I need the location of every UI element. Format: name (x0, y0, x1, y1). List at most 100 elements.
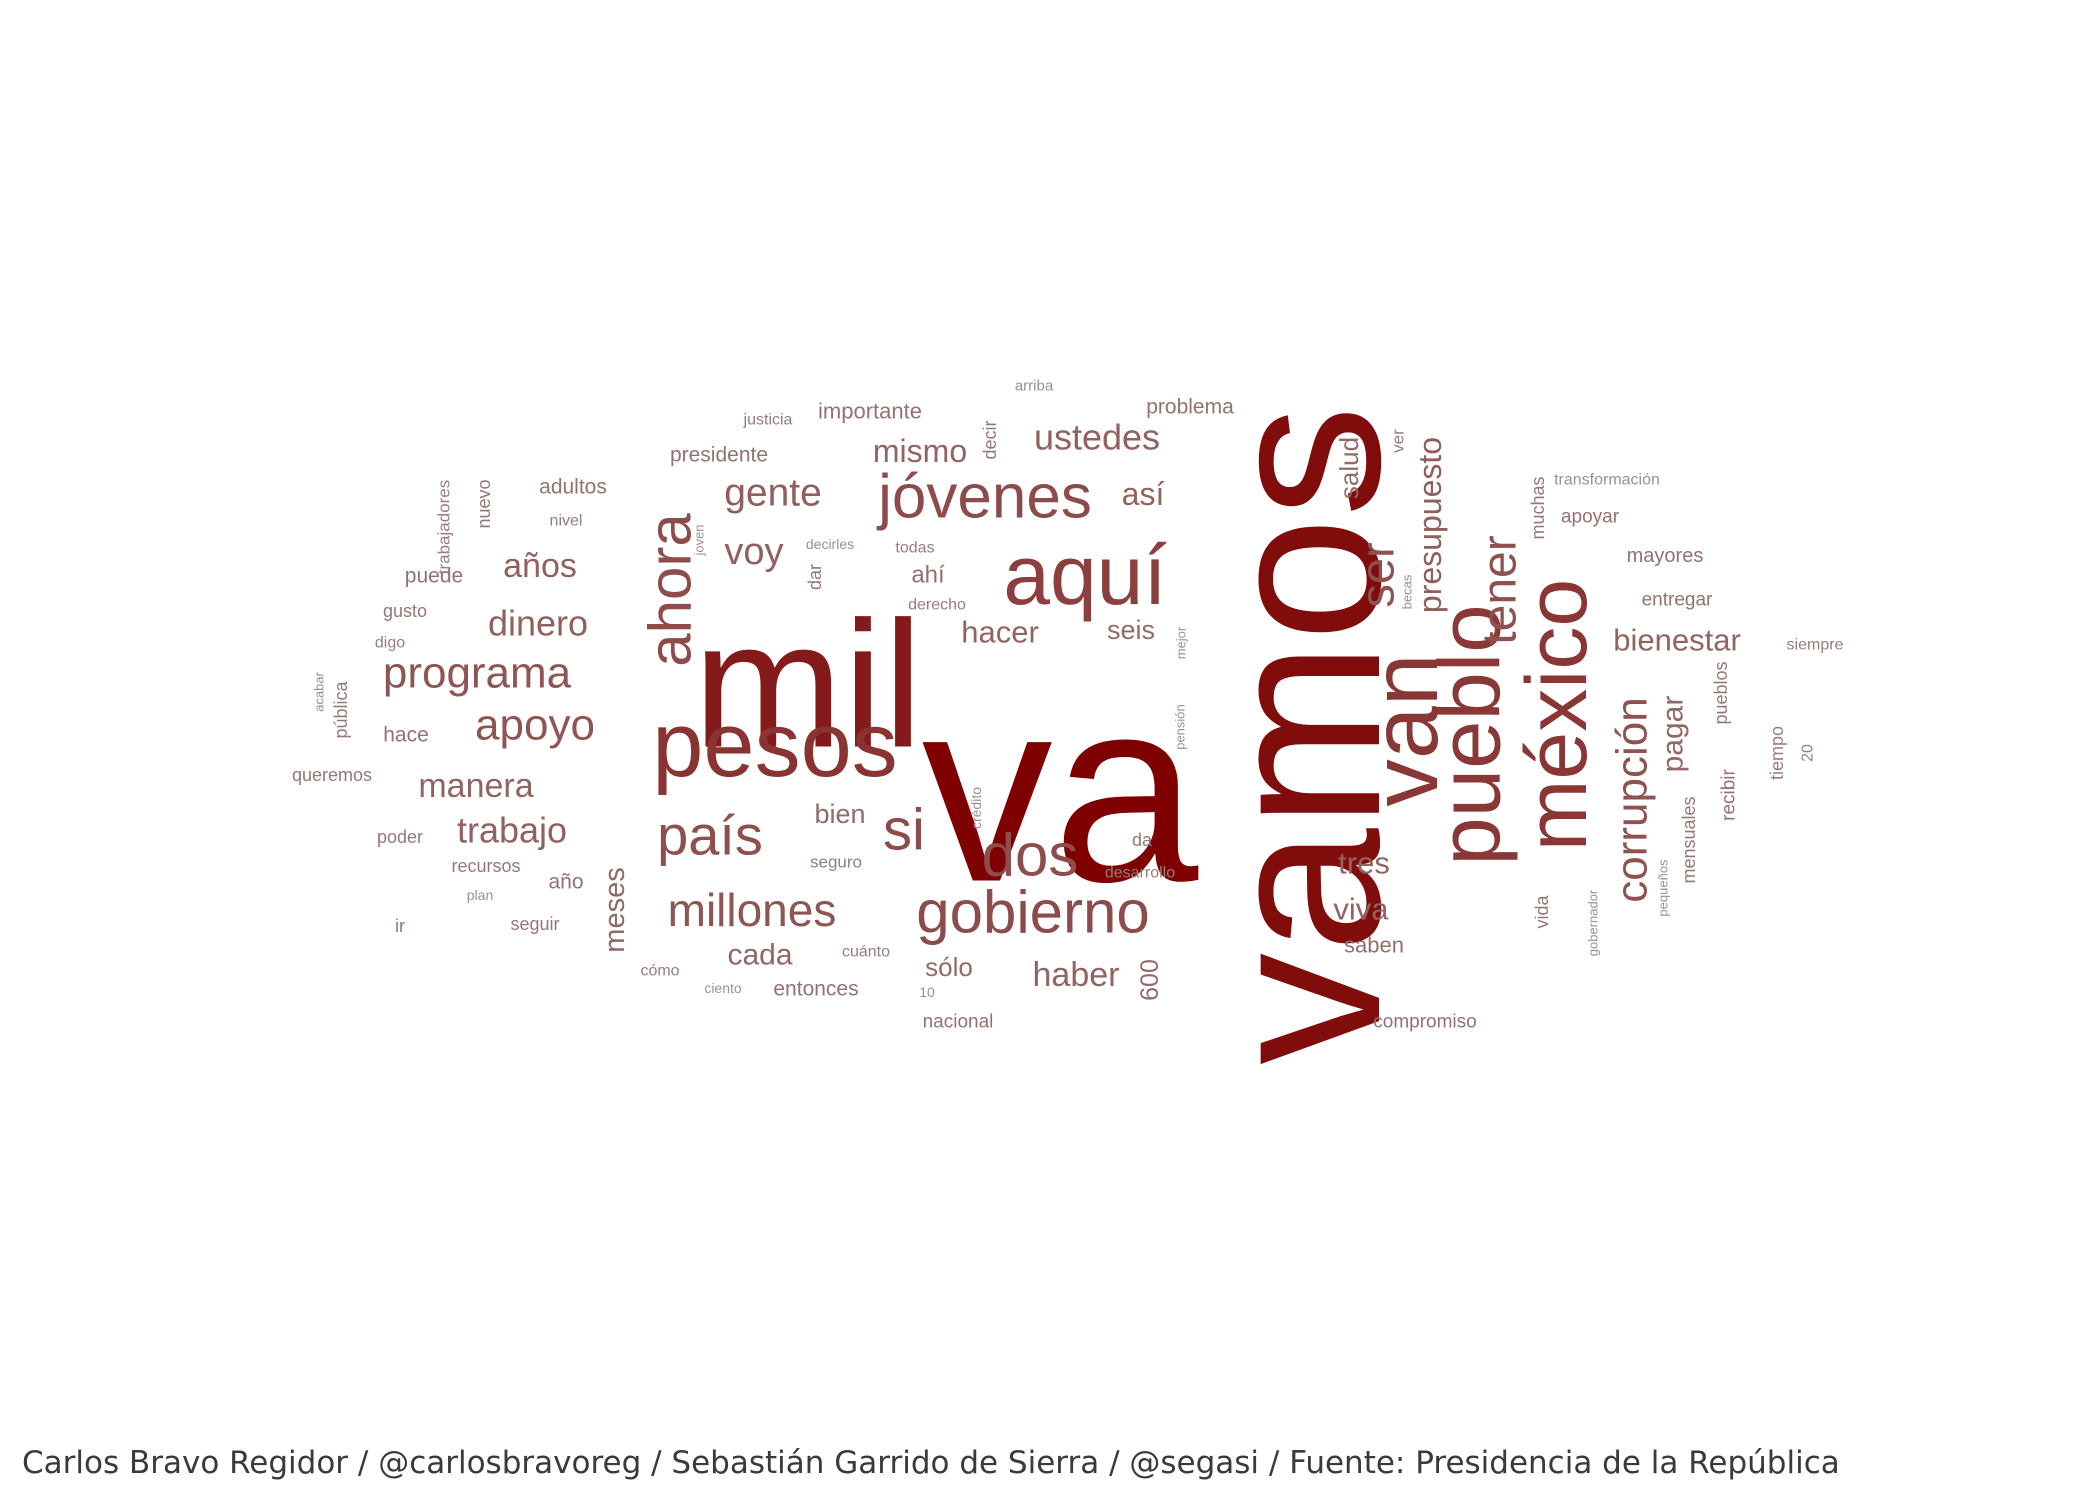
word-51: puede (405, 565, 463, 588)
word-96: joven (692, 524, 707, 556)
word-97: becas (1400, 574, 1415, 609)
word-39: bien (814, 799, 865, 829)
word-101: gobernador (1586, 889, 1601, 956)
word-80: justicia (743, 412, 793, 429)
word-102: pequeños (1656, 859, 1671, 917)
word-64: seguir (510, 914, 559, 934)
word-88: siempre (1787, 637, 1844, 654)
word-78: 20 (1800, 744, 1817, 762)
word-47: presidente (670, 444, 768, 467)
word-30: así (1122, 476, 1165, 512)
word-23: ustedes (1034, 417, 1160, 458)
word-38: meses (599, 867, 631, 952)
word-63: recursos (451, 856, 520, 876)
word-1: va (922, 644, 1200, 937)
word-44: ahí (911, 562, 945, 589)
word-50: adultos (539, 476, 607, 499)
word-93: ciento (704, 980, 742, 996)
word-45: saben (1344, 933, 1404, 958)
word-41: seis (1107, 615, 1155, 645)
word-92: plan (467, 887, 493, 903)
word-86: cuánto (842, 944, 890, 961)
word-2: vamos (1177, 405, 1427, 1065)
word-70: nuevo (474, 479, 494, 528)
word-57: nacional (923, 1012, 994, 1033)
word-12: si (883, 798, 925, 863)
word-35: bienestar (1613, 623, 1741, 658)
word-65: ir (395, 916, 405, 936)
word-24: voy (724, 531, 783, 573)
word-27: trabajo (457, 810, 567, 851)
word-17: corrupción (1608, 697, 1657, 902)
word-79: seguro (810, 853, 862, 872)
word-14: país (657, 804, 763, 867)
word-68: decir (980, 420, 1000, 459)
word-40: salud (1334, 437, 1364, 499)
word-87: desarrollo (1105, 865, 1175, 882)
word-6: van (1352, 653, 1458, 806)
word-37: cada (727, 939, 792, 972)
word-73: pueblos (1711, 661, 1731, 724)
word-31: hacer (961, 615, 1039, 650)
word-52: hace (383, 724, 429, 747)
word-3: mil (693, 585, 923, 786)
word-43: 600 (1136, 959, 1164, 1001)
word-32: haber (1033, 956, 1120, 994)
word-10: jóvenes (876, 463, 1092, 532)
word-91: decirles (806, 536, 854, 552)
word-81: nivel (550, 513, 583, 530)
word-53: año (548, 871, 583, 894)
word-85: cómo (640, 963, 679, 980)
word-56: apoyar (1561, 507, 1620, 528)
word-26: años (503, 547, 577, 585)
word-98: mejor (1174, 626, 1189, 659)
word-8: aquí (1003, 528, 1167, 622)
word-55: mayores (1627, 545, 1704, 567)
word-11: gobierno (916, 879, 1150, 946)
word-22: gente (724, 472, 822, 515)
source-caption: Carlos Bravo Regidor / @carlosbravoreg /… (22, 1445, 1840, 1481)
word-82: todas (895, 540, 934, 557)
word-33: tres (1338, 846, 1390, 881)
word-99: pensión (1173, 704, 1188, 750)
word-69: muchas (1528, 476, 1548, 539)
word-62: poder (377, 827, 423, 847)
word-5: méxico (1509, 579, 1605, 851)
word-71: pública (331, 680, 351, 738)
word-20: millones (668, 884, 837, 936)
word-48: problema (1146, 396, 1234, 419)
word-83: derecho (908, 597, 966, 614)
word-61: queremos (292, 765, 372, 785)
word-89: transformación (1554, 472, 1660, 489)
word-21: presupuesto (1412, 437, 1448, 613)
word-94: 10 (919, 984, 935, 1000)
word-13: dos (982, 822, 1079, 889)
word-18: programa (383, 649, 572, 698)
word-84: digo (375, 635, 405, 652)
word-77: trabajadores (435, 480, 454, 575)
word-7: pueblo (1422, 604, 1519, 865)
word-25: dinero (488, 603, 588, 644)
word-9: ahora (637, 513, 704, 667)
word-72: vida (1532, 895, 1552, 929)
word-15: tener (1474, 535, 1527, 644)
word-4: pesos (652, 694, 898, 796)
word-42: sólo (925, 952, 973, 982)
word-90: arriba (1015, 378, 1054, 395)
word-54: entregar (1642, 590, 1713, 611)
word-28: manera (418, 767, 533, 805)
word-60: gusto (383, 601, 427, 621)
word-67: dar (805, 564, 825, 590)
word-36: pagar (1657, 696, 1690, 773)
word-74: mensuales (1679, 796, 1699, 883)
word-75: tiempo (1767, 726, 1787, 780)
word-100: acabar (312, 671, 327, 711)
word-49: entonces (773, 978, 858, 1001)
word-95: crédito (968, 787, 984, 829)
word-59: recibir (1719, 768, 1740, 820)
word-16: ser (1351, 542, 1404, 607)
word-58: compromiso (1373, 1012, 1476, 1033)
word-76: ver (1389, 429, 1408, 453)
